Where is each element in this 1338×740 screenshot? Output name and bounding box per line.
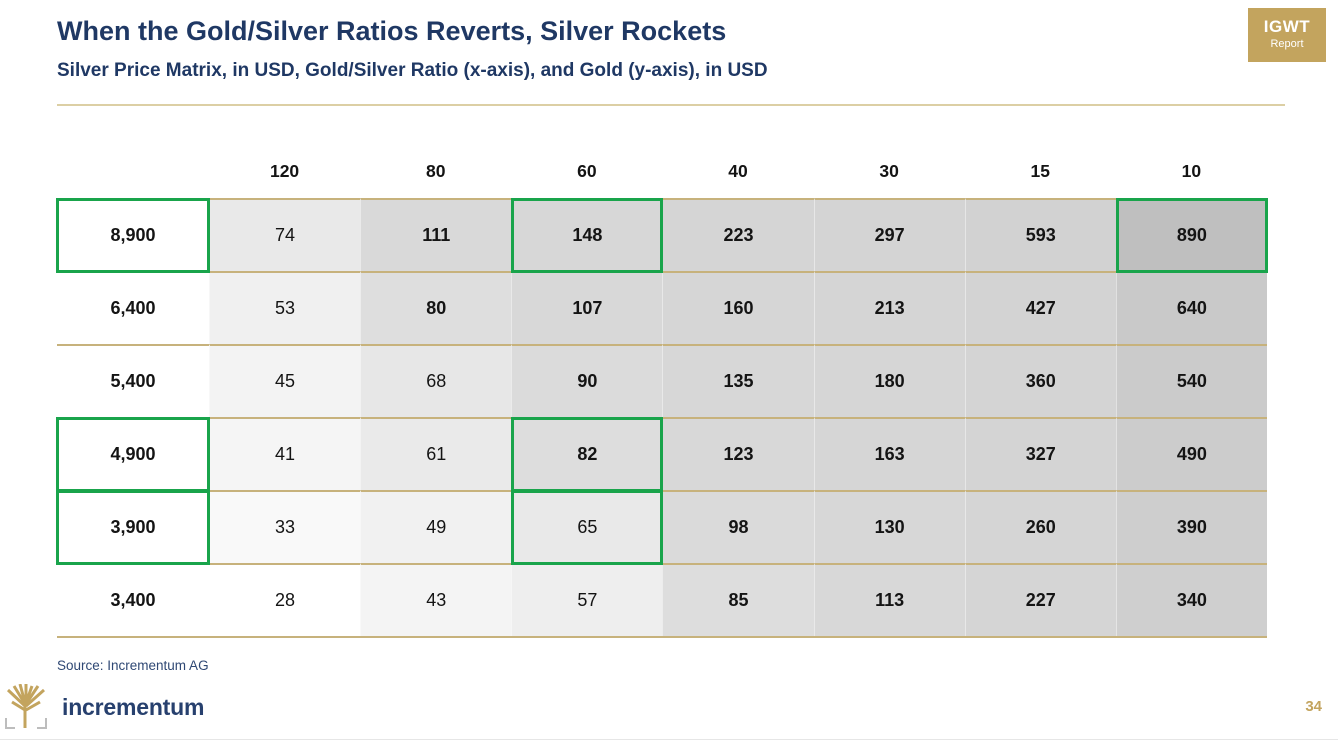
matrix-cell: 427	[964, 271, 1116, 344]
row-header: 3,400	[57, 563, 209, 636]
column-header: 40	[728, 160, 748, 181]
matrix-cell: 123	[662, 417, 814, 490]
row-header: 5,400	[57, 344, 209, 417]
page-subtitle: Silver Price Matrix, in USD, Gold/Silver…	[57, 60, 768, 81]
matrix-cell: 85	[662, 563, 814, 636]
matrix-cell: 360	[964, 344, 1116, 417]
header-divider	[57, 104, 1285, 106]
matrix-cell: 61	[360, 417, 512, 490]
matrix-cell: 297	[813, 198, 965, 271]
matrix-cell: 340	[1115, 563, 1267, 636]
matrix-cell: 45	[209, 344, 361, 417]
matrix-cell: 490	[1115, 417, 1267, 490]
matrix-cell: 53	[209, 271, 361, 344]
matrix-cell: 68	[360, 344, 512, 417]
page-title: When the Gold/Silver Ratios Reverts, Sil…	[57, 16, 727, 46]
matrix-cell: 640	[1115, 271, 1267, 344]
row-header: 4,900	[56, 417, 210, 492]
matrix-cell: 390	[1115, 490, 1267, 563]
page-number: 34	[1305, 698, 1322, 715]
tree-icon	[2, 683, 50, 737]
matrix-cell: 43	[360, 563, 512, 636]
matrix-cell: 213	[813, 271, 965, 344]
silver-price-matrix: 8,900 74 111 148 223 297 593 890 6,400 5…	[56, 198, 1269, 638]
matrix-cell: 113	[813, 563, 965, 636]
source-note: Source: Incrementum AG	[57, 658, 209, 673]
matrix-cell: 98	[662, 490, 814, 563]
matrix-cell: 49	[360, 490, 512, 563]
matrix-cell: 82	[511, 417, 664, 492]
matrix-corner-spacer	[57, 146, 209, 196]
matrix-cell: 890	[1115, 198, 1269, 273]
matrix-cell: 41	[209, 417, 361, 490]
matrix-cell: 227	[964, 563, 1116, 636]
column-header: 15	[1030, 160, 1050, 181]
column-header: 80	[425, 160, 446, 181]
matrix-cell: 28	[209, 563, 361, 636]
matrix-cell: 107	[511, 271, 663, 344]
matrix-cell: 111	[360, 198, 512, 271]
matrix-cell: 593	[964, 198, 1116, 271]
matrix-cell: 130	[813, 490, 965, 563]
matrix-cell: 327	[964, 417, 1116, 490]
matrix-cell: 57	[511, 563, 663, 636]
matrix-cell: 74	[209, 198, 361, 271]
incrementum-wordmark: incrementum	[62, 694, 205, 720]
column-header: 60	[577, 160, 597, 181]
matrix-cell: 65	[511, 490, 664, 565]
column-header: 120	[269, 160, 300, 181]
matrix-cell: 260	[964, 490, 1116, 563]
matrix-cell: 90	[511, 344, 663, 417]
matrix-cell: 80	[360, 271, 512, 344]
column-header: 10	[1181, 160, 1202, 181]
matrix-cell: 223	[662, 198, 814, 271]
matrix-cell: 180	[813, 344, 965, 417]
matrix-cell: 160	[662, 271, 814, 344]
matrix-cell: 163	[813, 417, 965, 490]
matrix-cell: 148	[511, 198, 664, 273]
matrix-column-headers: 120 80 60 40 30 15 10	[57, 146, 1267, 196]
row-header: 3,900	[56, 490, 210, 565]
matrix-cell: 33	[209, 490, 361, 563]
column-header: 30	[879, 160, 899, 181]
row-header: 8,900	[56, 198, 210, 273]
badge-title: IGWT	[1263, 17, 1311, 36]
matrix-cell: 540	[1115, 344, 1267, 417]
igwt-report-badge: IGWT Report	[1248, 8, 1326, 62]
matrix-cell: 135	[662, 344, 814, 417]
row-header: 6,400	[57, 271, 209, 344]
badge-subtitle: Report	[1270, 38, 1304, 50]
